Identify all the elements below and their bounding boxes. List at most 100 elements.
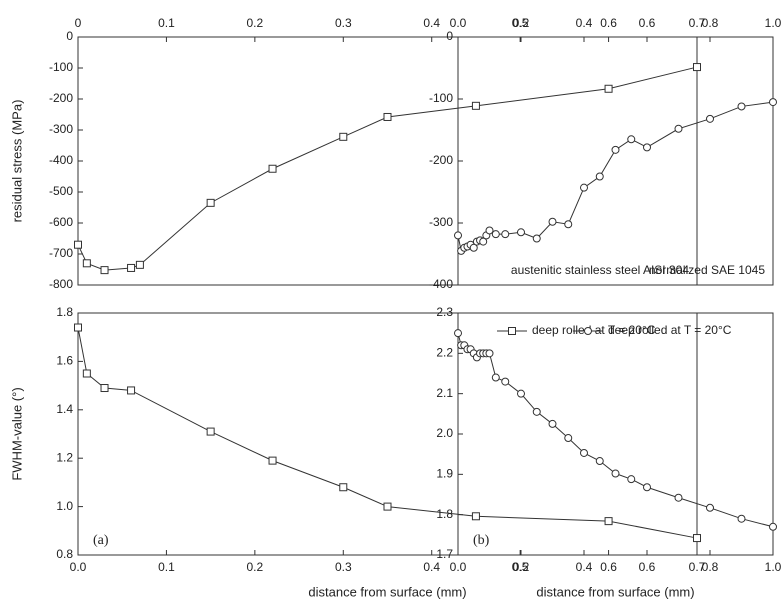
y-tick-label: -400 bbox=[49, 153, 73, 167]
legend-label: deep rolled at T = 20°C bbox=[608, 323, 732, 337]
marker bbox=[485, 226, 494, 235]
y-tick-label: 2.3 bbox=[436, 305, 453, 319]
x-tick-label: 0.8 bbox=[702, 560, 719, 574]
marker bbox=[491, 373, 500, 382]
plot-frame bbox=[457, 312, 774, 556]
marker bbox=[82, 259, 91, 268]
x-tick-label: 0.5 bbox=[512, 16, 529, 30]
plot-frame bbox=[457, 36, 774, 286]
y-tick-label: 2.0 bbox=[436, 426, 453, 440]
marker bbox=[548, 217, 557, 226]
marker bbox=[737, 514, 746, 523]
marker bbox=[127, 263, 136, 272]
marker bbox=[100, 384, 109, 393]
x-tick-label: 0.6 bbox=[639, 16, 656, 30]
x-tick-label: 0.6 bbox=[639, 560, 656, 574]
marker bbox=[595, 172, 604, 181]
x-axis-title: distance from surface (mm) bbox=[536, 584, 694, 599]
marker bbox=[479, 237, 488, 246]
y-tick-label: -400 bbox=[429, 277, 453, 291]
y-tick-label: -100 bbox=[49, 60, 73, 74]
plot-frame bbox=[77, 312, 698, 556]
legend-label: deep rolled at T = 20°C bbox=[532, 323, 656, 337]
y-tick-label: 1.8 bbox=[436, 507, 453, 521]
marker bbox=[643, 483, 651, 492]
x-tick-label: 0.7 bbox=[689, 560, 706, 574]
annotation: (b) bbox=[473, 533, 490, 548]
x-tick-label: 0.4 bbox=[576, 16, 593, 30]
marker bbox=[548, 419, 557, 428]
y-tick-label: -800 bbox=[49, 277, 73, 291]
marker bbox=[580, 448, 588, 457]
y-tick-label: -200 bbox=[429, 153, 453, 167]
x-tick-label: 0.2 bbox=[247, 560, 264, 574]
x-tick-label: 0.2 bbox=[247, 16, 264, 30]
y-axis-title: residual stress (MPa) bbox=[9, 100, 24, 223]
y-axis-title: FWHM-value (°) bbox=[9, 387, 24, 480]
panel: 0.0 0.2 0.4 0.6 0.8 1.0 1.7 1.8 1.9 2.0 2.1 2.2 2.3 d… bbox=[436, 305, 781, 599]
annotation: austenitic stainless steel AISI 304 bbox=[511, 263, 689, 277]
marker bbox=[604, 517, 613, 526]
marker bbox=[769, 98, 777, 107]
marker bbox=[135, 260, 144, 269]
marker bbox=[674, 124, 683, 133]
x-tick-label: 0.3 bbox=[335, 560, 352, 574]
panel: 0.0 0.2 0.4 0.6 0.8 1.0 0 -100 -200 -300 -400 norma… bbox=[429, 16, 782, 291]
x-tick-label: 0.1 bbox=[158, 560, 175, 574]
marker bbox=[454, 231, 462, 240]
y-tick-label: 0 bbox=[446, 29, 453, 43]
y-tick-label: 1.2 bbox=[56, 450, 73, 464]
y-tick-label: -100 bbox=[429, 91, 453, 105]
marker bbox=[206, 427, 215, 436]
marker bbox=[383, 502, 392, 511]
marker bbox=[206, 198, 215, 207]
marker bbox=[501, 230, 510, 239]
marker bbox=[564, 434, 573, 443]
y-tick-label: 0 bbox=[66, 29, 73, 43]
x-tick-label: 0.4 bbox=[423, 560, 440, 574]
x-tick-label: 0.6 bbox=[600, 16, 617, 30]
y-tick-label: 1.9 bbox=[436, 467, 453, 481]
y-tick-label: 1.4 bbox=[56, 402, 73, 416]
x-tick-label: 0 bbox=[75, 16, 82, 30]
panel: 0.0 0.1 0.2 0.3 0.4 0.5 0.6 0.7 0.8 1.0 1.2 1.4 1.6 1… bbox=[9, 305, 705, 599]
marker bbox=[627, 475, 636, 484]
marker bbox=[737, 102, 746, 111]
marker bbox=[627, 135, 636, 144]
marker bbox=[706, 503, 714, 512]
plot-frame bbox=[77, 36, 698, 286]
data-line bbox=[457, 101, 774, 252]
marker bbox=[454, 329, 462, 338]
x-tick-label: 0.2 bbox=[513, 560, 530, 574]
x-tick-label: 0.4 bbox=[576, 560, 593, 574]
marker bbox=[268, 164, 277, 173]
y-tick-label: 1.8 bbox=[56, 305, 73, 319]
y-tick-label: -300 bbox=[429, 215, 453, 229]
marker bbox=[532, 407, 541, 416]
marker bbox=[693, 534, 701, 543]
y-tick-label: 1.7 bbox=[436, 547, 453, 561]
marker bbox=[532, 234, 541, 243]
x-axis-title: distance from surface (mm) bbox=[308, 584, 466, 599]
marker bbox=[643, 143, 651, 152]
y-tick-label: 2.1 bbox=[436, 386, 453, 400]
x-tick-label: 0.3 bbox=[335, 16, 352, 30]
y-tick-label: 0.8 bbox=[56, 547, 73, 561]
marker bbox=[471, 512, 480, 521]
y-tick-label: -200 bbox=[49, 91, 73, 105]
x-tick-label: 0.6 bbox=[600, 560, 617, 574]
annotation: (a) bbox=[93, 533, 109, 548]
x-tick-label: 1.0 bbox=[765, 560, 782, 574]
marker bbox=[595, 457, 604, 466]
legend-marker bbox=[508, 327, 516, 335]
x-tick-label: 0.7 bbox=[689, 16, 706, 30]
y-tick-label: 1.6 bbox=[56, 354, 73, 368]
marker bbox=[74, 240, 82, 249]
x-tick-label: 0.4 bbox=[423, 16, 440, 30]
marker bbox=[611, 145, 620, 154]
y-tick-label: -500 bbox=[49, 184, 73, 198]
marker bbox=[693, 63, 701, 72]
marker bbox=[580, 183, 588, 192]
marker bbox=[611, 469, 620, 478]
marker bbox=[74, 323, 82, 332]
